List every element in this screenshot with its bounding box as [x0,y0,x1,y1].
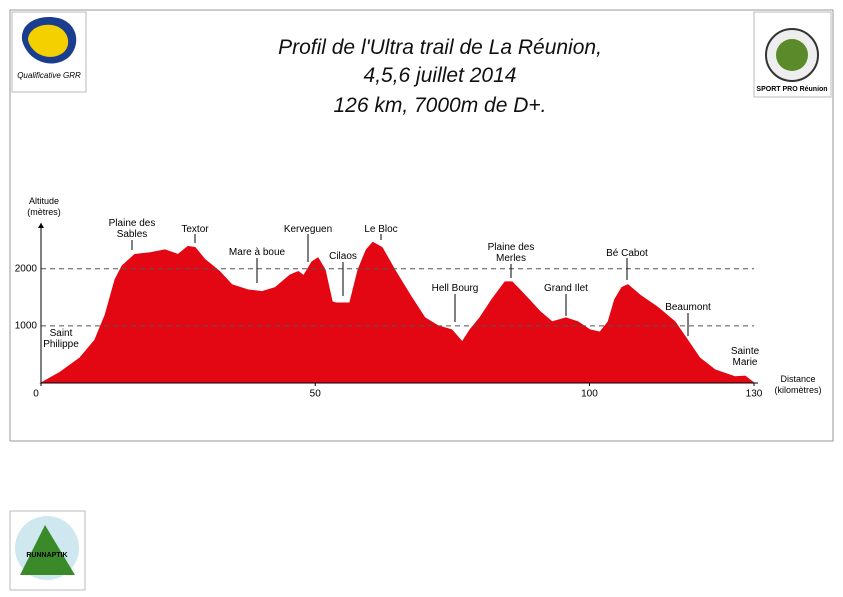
annotation: Plaine des Merles [487,242,535,264]
axis-arrow [38,223,44,228]
annotation: Hell Bourg [431,283,479,294]
annotation: Sainte Marie [730,346,760,368]
logo-box [9,510,86,591]
chart-subtitle: 4,5,6 juillet 2014 [363,64,517,87]
x-tick-label: 50 [310,389,322,400]
annotation: Kerveguen [283,224,333,235]
annotation: Plaine des Sables [108,218,156,240]
logo-shape [776,39,808,71]
chart-title: Profil de l'Ultra trail de La Réunion, [278,36,602,59]
annotation: Textor [181,224,209,235]
x-tick-label: 130 [746,389,763,400]
annotation: Beaumont [665,302,711,313]
x-tick-label: 100 [581,389,598,400]
annotation: Bé Cabot [606,248,648,259]
annotation: Mare à boue [228,247,286,258]
logo-shape [28,24,69,57]
y-tick-label: 1000 [15,320,38,331]
area [39,241,756,384]
logo-shape [20,525,75,575]
logo-text: Qualificative GRR [17,71,81,80]
y-axis-label: Altitude (mètres) [27,196,61,217]
annotation: Le Bloc [364,224,398,235]
y-tick-label: 2000 [15,263,38,274]
logo-text: SPORT PRO Réunion [756,86,827,93]
x-axis-label: Distance (kilomètres) [774,374,822,395]
annotation: Cilaos [329,251,357,262]
annotation: Saint Philippe [43,328,79,350]
x-tick-label: 0 [33,389,39,400]
logo-text: RUNNAPTIK [26,552,67,559]
chart-subtitle: 126 km, 7000m de D+. [333,94,547,117]
annotation: Grand Ilet [544,283,588,294]
